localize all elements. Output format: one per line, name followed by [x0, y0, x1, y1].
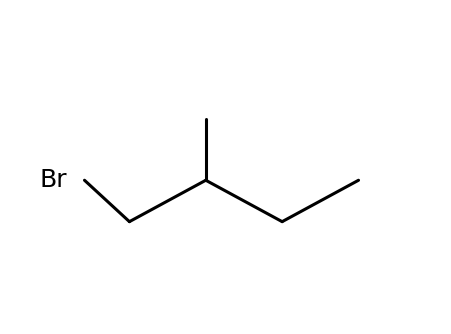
Text: Br: Br	[39, 168, 67, 192]
